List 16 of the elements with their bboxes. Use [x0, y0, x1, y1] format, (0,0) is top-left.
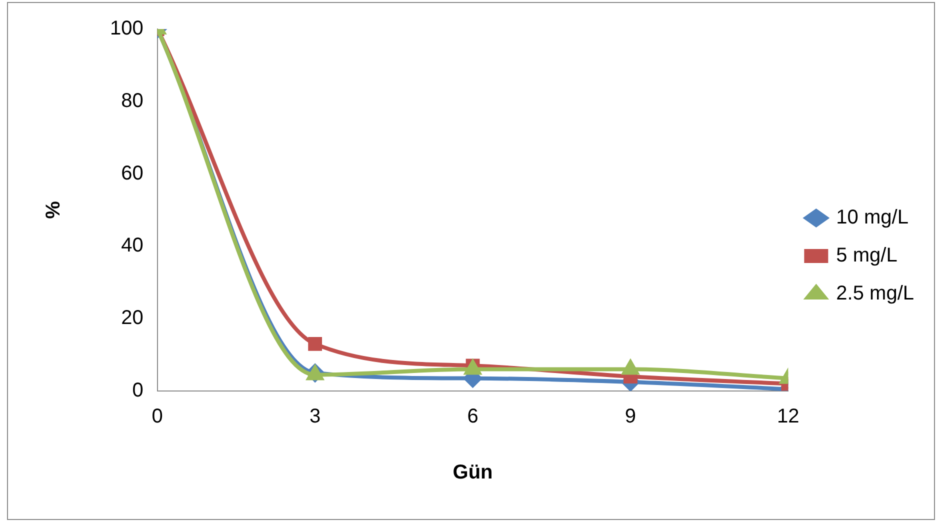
x-tick-label: 6 — [467, 406, 478, 428]
y-tick-label: 40 — [121, 234, 144, 257]
x-tick-label: 12 — [777, 406, 800, 428]
y-tick-label: 0 — [132, 380, 144, 402]
x-tick-label: 3 — [310, 406, 321, 428]
y-axis-title: % — [42, 200, 65, 219]
legend-label: 5 mg/L — [836, 244, 898, 267]
y-tick-label: 80 — [121, 90, 144, 112]
x-tick-label: 0 — [152, 406, 163, 428]
y-tick-label: 20 — [121, 307, 144, 330]
y-tick-label: 100 — [110, 18, 144, 40]
x-axis-title: Gün — [452, 462, 493, 484]
y-tick-label: 60 — [121, 162, 144, 184]
x-tick-label: 9 — [624, 406, 636, 428]
legend-label: 10 mg/L — [836, 206, 908, 229]
legend-label: 2.5 mg/L — [836, 282, 914, 305]
